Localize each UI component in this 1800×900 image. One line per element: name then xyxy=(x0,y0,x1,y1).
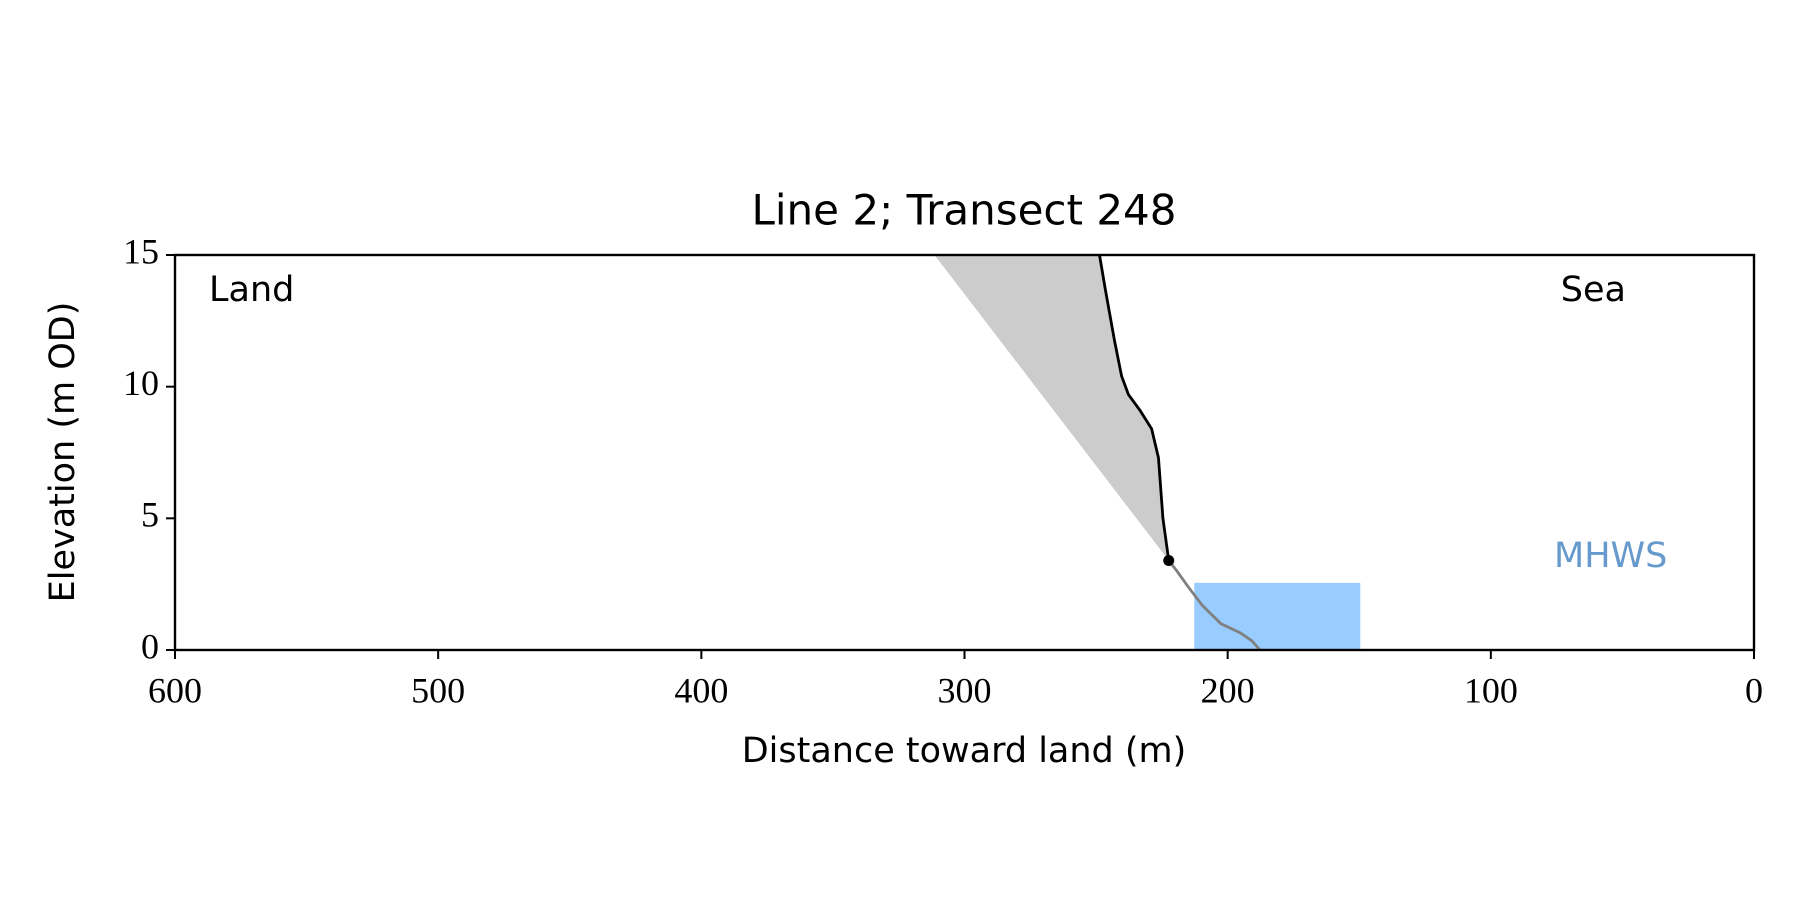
marker-point xyxy=(1163,554,1175,566)
plot-frame xyxy=(173,253,1756,652)
shaded-area xyxy=(934,255,1169,561)
chart-title: Line 2; Transect 248 xyxy=(751,186,1176,235)
y-axis-label: Elevation (m OD) xyxy=(43,302,83,603)
annotation: MHWS xyxy=(1554,536,1667,576)
x-tick-label: 100 xyxy=(1464,670,1518,710)
annotation: Sea xyxy=(1561,270,1626,310)
y-tick-label: 10 xyxy=(123,363,159,403)
x-tick-label: 500 xyxy=(411,670,465,710)
profile-line xyxy=(1167,559,1262,651)
x-tick-label: 600 xyxy=(148,670,202,710)
y-tick-label: 15 xyxy=(123,231,159,271)
y-tick-label: 0 xyxy=(141,626,159,666)
annotation: Land xyxy=(209,270,294,310)
y-tick-label: 5 xyxy=(141,495,159,535)
profile-line xyxy=(1098,254,1171,561)
x-tick-label: 300 xyxy=(938,670,992,710)
x-tick-label: 0 xyxy=(1745,670,1763,710)
x-tick-label: 400 xyxy=(674,670,728,710)
mhws-band xyxy=(1194,582,1361,650)
x-axis-label: Distance toward land (m) xyxy=(742,731,1187,771)
x-tick-label: 200 xyxy=(1201,670,1255,710)
